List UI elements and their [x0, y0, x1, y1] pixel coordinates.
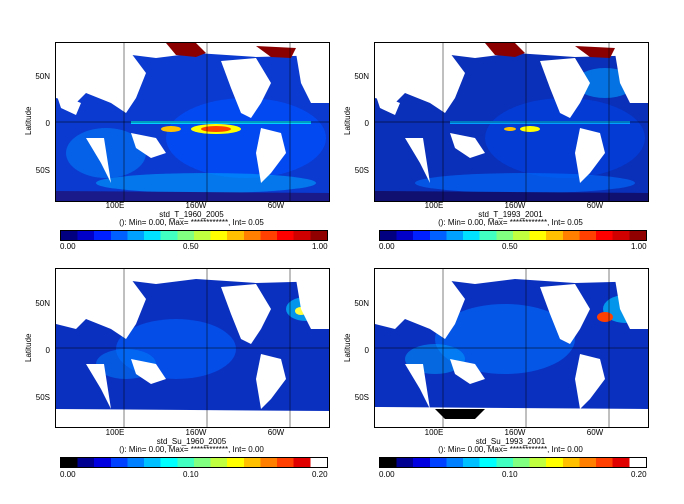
x-tick-60w: 60W: [586, 201, 604, 210]
y-tick-50n: 50N: [35, 299, 50, 308]
y-tick-50s: 50S: [354, 393, 369, 402]
y-tick-50s: 50S: [35, 166, 50, 175]
x-tick-160w: 160W: [185, 201, 207, 210]
colorbar: [60, 230, 328, 241]
colorbar-tick-max: 1.00: [631, 242, 647, 251]
colorbar-tick-mid: 0.50: [183, 242, 199, 251]
ocean-field-map: [375, 43, 648, 201]
x-tick-60w: 60W: [267, 428, 285, 437]
y-tick-0: 0: [45, 346, 50, 355]
colorbar-tick-max: 0.20: [312, 470, 328, 479]
x-tick-160w: 160W: [185, 428, 207, 437]
map-plot: [55, 268, 330, 428]
x-tick-60w: 60W: [586, 428, 604, 437]
x-tick-100e: 100E: [424, 428, 444, 437]
colorbar-tick-min: 0.00: [379, 242, 395, 251]
panel-title: std_T_1993_2001: [478, 210, 543, 219]
colorbar-tick-min: 0.00: [379, 470, 395, 479]
y-tick-50n: 50N: [354, 299, 369, 308]
y-tick-50s: 50S: [35, 393, 50, 402]
colorbar-tick-min: 0.00: [60, 470, 76, 479]
x-tick-100e: 100E: [105, 201, 125, 210]
panel-title: std_Su_1960_2005: [156, 437, 227, 446]
ocean-field-map: [56, 269, 329, 427]
y-tick-50n: 50N: [35, 72, 50, 81]
y-tick-50s: 50S: [354, 166, 369, 175]
y-tick-0: 0: [364, 119, 369, 128]
x-tick-60w: 60W: [267, 201, 285, 210]
x-tick-160w: 160W: [504, 428, 526, 437]
colorbar-tick-max: 1.00: [312, 242, 328, 251]
y-tick-50n: 50N: [354, 72, 369, 81]
panel-info: (): Min= 0.00, Max= ************, Int= 0…: [438, 218, 583, 227]
colorbar: [379, 230, 647, 241]
colorbar-tick-mid: 0.10: [502, 470, 518, 479]
colorbar-tick-max: 0.20: [631, 470, 647, 479]
y-tick-0: 0: [45, 119, 50, 128]
colorbar: [60, 457, 328, 468]
colorbar-tick-mid: 0.50: [502, 242, 518, 251]
ocean-field-map: [56, 43, 329, 201]
panel-info: (): Min= 0.00, Max= ************, Int= 0…: [119, 218, 264, 227]
panel-info: (): Min= 0.00, Max= ************, Int= 0…: [119, 445, 264, 454]
panel-title: std_Su_1993_2001: [475, 437, 546, 446]
map-plot: [55, 42, 330, 202]
x-tick-160w: 160W: [504, 201, 526, 210]
colorbar-tick-mid: 0.10: [183, 470, 199, 479]
ocean-field-map: [375, 269, 648, 427]
y-tick-0: 0: [364, 346, 369, 355]
map-plot: [374, 42, 649, 202]
x-tick-100e: 100E: [105, 428, 125, 437]
colorbar: [379, 457, 647, 468]
colorbar-tick-min: 0.00: [60, 242, 76, 251]
map-plot: [374, 268, 649, 428]
panel-info: (): Min= 0.00, Max= ************, Int= 0…: [438, 445, 583, 454]
x-tick-100e: 100E: [424, 201, 444, 210]
panel-title: std_T_1960_2005: [159, 210, 224, 219]
